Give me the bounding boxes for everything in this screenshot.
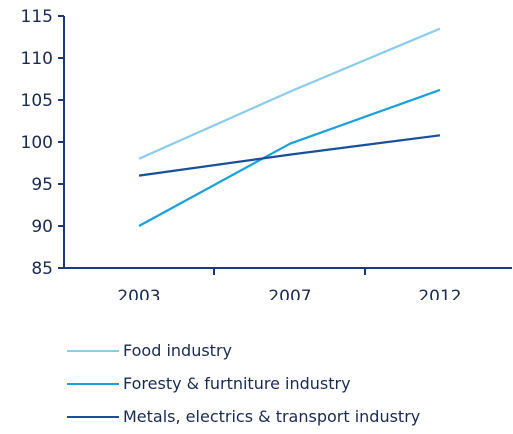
series-lines [138,27,441,227]
legend-label-metals: Metals, electrics & transport industry [123,407,421,426]
series-line-2 [138,134,441,177]
line-chart: 85 90 95 100 105 110 115 2003 2007 2012 [21,7,512,300]
series-line-1 [138,88,441,227]
y-tick-label: 100 [21,133,53,153]
y-tick-label: 85 [31,259,53,279]
y-tick-label: 95 [31,175,53,195]
x-tick-label: 2003 [117,287,160,300]
legend: Food industry Foresty & furtniture indus… [67,334,420,433]
legend-label-forestry: Foresty & furtniture industry [123,374,351,393]
series-line-0 [138,27,441,160]
legend-swatch-metals [67,415,119,418]
y-tick-label: 115 [21,7,53,27]
legend-item-food: Food industry [67,334,420,367]
legend-item-forestry: Foresty & furtniture industry [67,367,420,400]
legend-swatch-forestry [67,382,119,385]
y-axis-ticks: 85 90 95 100 105 110 115 [21,7,64,279]
legend-label-food: Food industry [123,341,232,360]
x-axis-ticks: 2003 2007 2012 [117,268,462,300]
x-tick-label: 2012 [418,287,461,300]
y-tick-label: 110 [21,49,53,69]
y-tick-label: 105 [21,91,53,111]
legend-swatch-food [67,349,119,352]
legend-item-metals: Metals, electrics & transport industry [67,400,420,433]
y-tick-label: 90 [31,217,53,237]
x-tick-label: 2007 [268,287,311,300]
